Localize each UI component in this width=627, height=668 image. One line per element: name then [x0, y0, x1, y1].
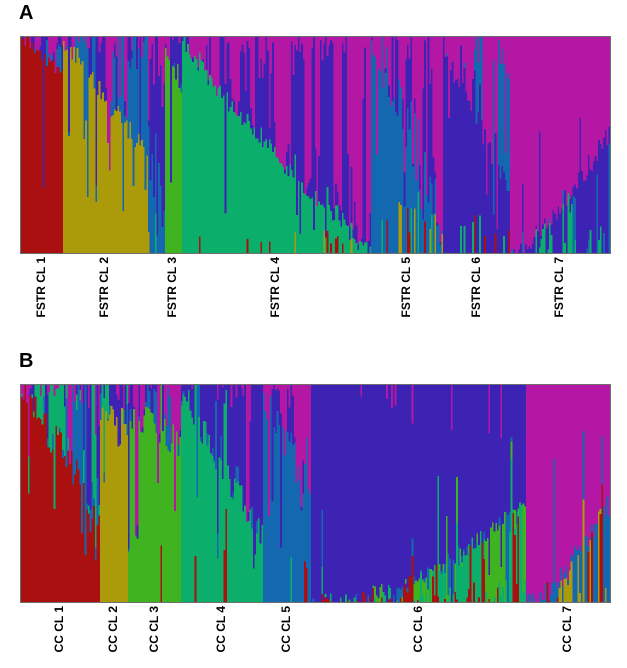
cluster-segment — [443, 37, 511, 253]
cluster-segment — [370, 37, 444, 253]
cluster-label-fstr-cl-7: FSTR CL 7 — [551, 257, 566, 318]
panel-a-plot — [20, 36, 611, 254]
cluster-segment — [181, 37, 372, 253]
cluster-segment — [311, 385, 527, 602]
cluster-label-cc-cl-1: CC CL 1 — [52, 606, 67, 653]
panel-a-letter: A — [19, 2, 34, 24]
cluster-segment — [21, 385, 101, 602]
cluster-label-cc-cl-5: CC CL 5 — [279, 606, 294, 653]
cluster-segment — [263, 385, 312, 602]
cluster-segment — [181, 385, 264, 602]
cluster-label-cc-cl-4: CC CL 4 — [214, 606, 229, 653]
panel-b-letter: B — [19, 350, 34, 372]
cluster-label-fstr-cl-5: FSTR CL 5 — [399, 257, 413, 318]
cluster-label-fstr-cl-3: FSTR CL 3 — [165, 257, 180, 318]
cluster-segment — [509, 37, 610, 253]
cluster-label-cc-cl-7: CC CL 7 — [560, 606, 574, 653]
panel-b-plot — [20, 384, 611, 603]
cluster-segment — [63, 37, 149, 253]
panel-a-admixture-svg — [21, 37, 610, 253]
cluster-segment — [99, 385, 129, 602]
panel-b-admixture-svg — [21, 385, 610, 602]
cluster-label-cc-cl-6: CC CL 6 — [410, 606, 425, 653]
cluster-label-fstr-cl-6: FSTR CL 6 — [468, 257, 483, 318]
cluster-label-fstr-cl-1: FSTR CL 1 — [33, 257, 48, 318]
cluster-label-cc-cl-3: CC CL 3 — [146, 606, 161, 653]
cluster-segment — [128, 385, 182, 602]
cluster-segment — [526, 385, 610, 602]
cluster-segment — [21, 37, 64, 253]
cluster-label-cc-cl-2: CC CL 2 — [106, 606, 120, 653]
cluster-segment — [147, 37, 166, 253]
cluster-segment — [165, 37, 183, 253]
cluster-label-fstr-cl-2: FSTR CL 2 — [97, 257, 112, 318]
cluster-label-fstr-cl-4: FSTR CL 4 — [268, 257, 283, 318]
